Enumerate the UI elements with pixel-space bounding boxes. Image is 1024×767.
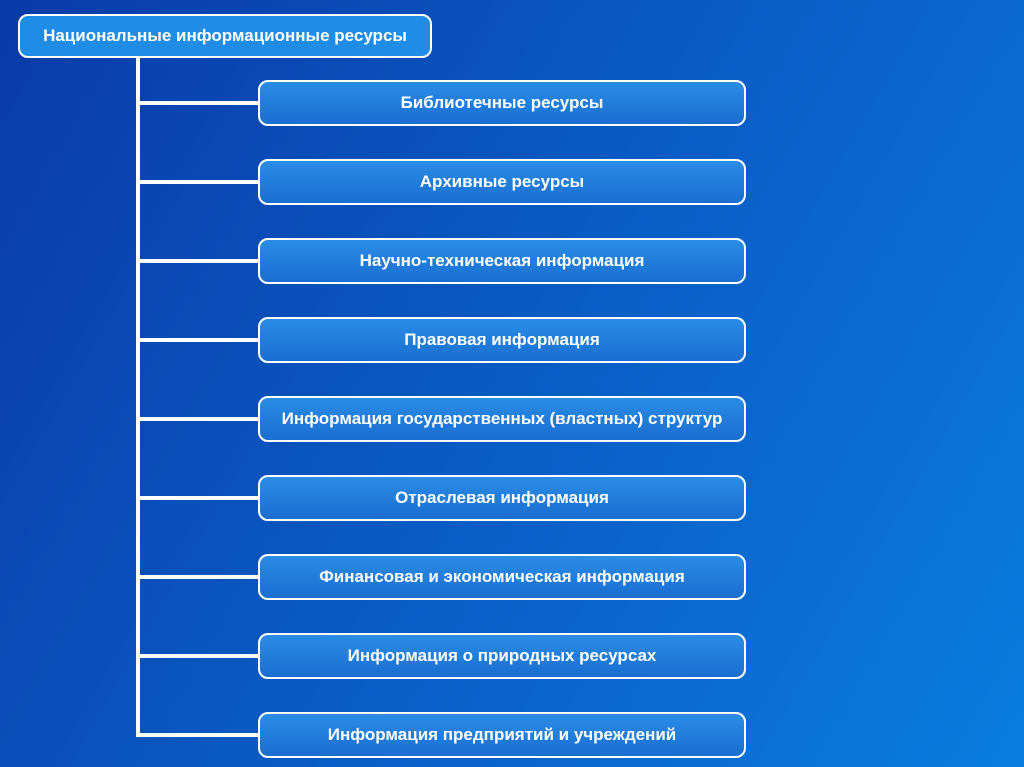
child-node-label: Правовая информация [404,330,600,350]
connector-branch [138,417,258,421]
child-node: Архивные ресурсы [258,159,746,205]
child-node-label: Информация предприятий и учреждений [328,725,676,745]
slide-canvas: Национальные информационные ресурсы Библи… [0,0,1024,767]
child-node: Отраслевая информация [258,475,746,521]
child-node-label: Отраслевая информация [395,488,609,508]
child-node: Правовая информация [258,317,746,363]
connector-branch [138,496,258,500]
child-node: Информация государственных (властных) ст… [258,396,746,442]
connector-branch [138,180,258,184]
child-node: Информация о природных ресурсах [258,633,746,679]
connector-trunk [136,58,140,737]
root-node: Национальные информационные ресурсы [18,14,432,58]
connector-branch [138,101,258,105]
child-node-label: Информация государственных (властных) ст… [282,409,723,429]
connector-branch [138,259,258,263]
child-node: Финансовая и экономическая информация [258,554,746,600]
child-node-label: Научно-техническая информация [360,251,645,271]
child-node: Научно-техническая информация [258,238,746,284]
child-node-label: Архивные ресурсы [420,172,584,192]
child-node: Библиотечные ресурсы [258,80,746,126]
connector-branch [138,654,258,658]
child-node: Информация предприятий и учреждений [258,712,746,758]
root-node-label: Национальные информационные ресурсы [43,26,407,46]
child-node-label: Библиотечные ресурсы [401,93,604,113]
child-node-label: Финансовая и экономическая информация [319,567,685,587]
child-node-label: Информация о природных ресурсах [348,646,657,666]
connector-branch [138,338,258,342]
connector-branch [138,575,258,579]
connector-branch [138,733,258,737]
